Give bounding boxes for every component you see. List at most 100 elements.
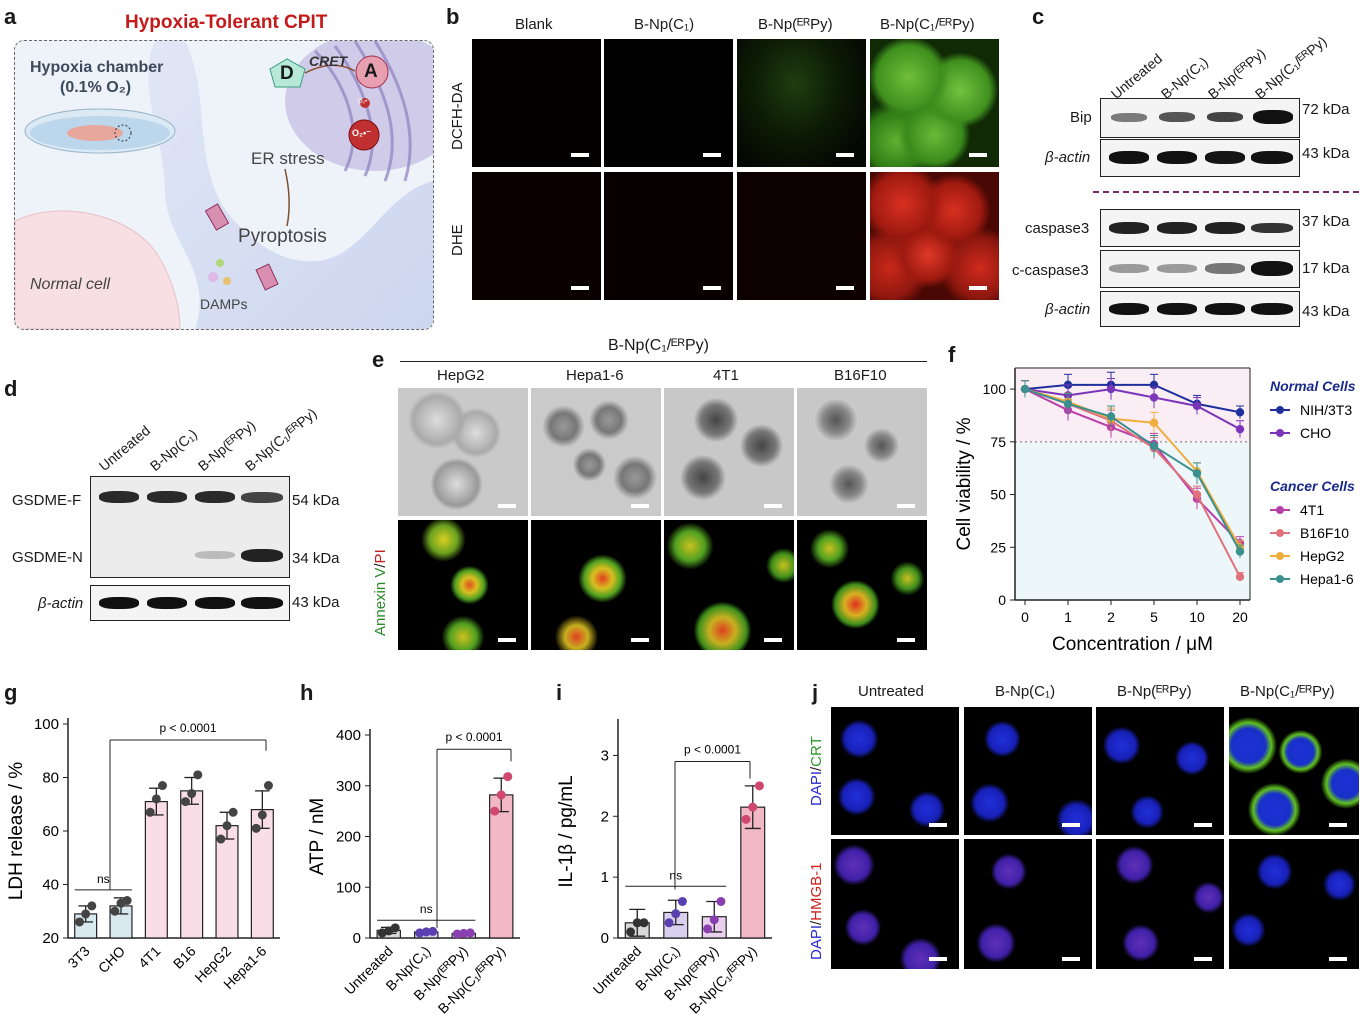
schematic-frame bbox=[14, 40, 434, 330]
e-col-hepg2: HepG2 bbox=[437, 367, 485, 384]
chamber-subtitle: (0.1% O₂) bbox=[60, 79, 132, 96]
chart-i-y-tick-label: 1 bbox=[601, 869, 609, 886]
chart-i-y-tick-label: 3 bbox=[601, 747, 609, 764]
j-col-c1-erpy: B-Np(C₁/ᴱᴿPy) bbox=[1240, 683, 1335, 700]
chart-i-data-point bbox=[754, 781, 764, 791]
j-crt-untreated bbox=[831, 707, 959, 835]
c-lane-c1-erpy: B-Np(C₁/ᴱᴿPy) bbox=[1251, 32, 1330, 103]
f-point bbox=[1235, 408, 1245, 417]
e-fluor-b16f10 bbox=[797, 520, 927, 650]
f-series-line-NIH/3T3 bbox=[1024, 383, 1241, 414]
chart-h-x-tick-label: B-Np(C₁/ᴱᴿPy) bbox=[435, 943, 509, 1017]
chart-i-data-point bbox=[677, 896, 687, 906]
er-stress-label: ER stress bbox=[251, 149, 325, 168]
micrograph-dhe-c1 bbox=[604, 172, 733, 300]
f-legend-label: 4T1 bbox=[1300, 502, 1324, 518]
chart-h-data-point bbox=[390, 923, 400, 933]
f-point bbox=[1149, 393, 1159, 402]
f-series-line-HepG2 bbox=[1024, 388, 1241, 548]
j-crt-erpy bbox=[1096, 707, 1224, 835]
e-col-hepa16: Hepa1-6 bbox=[566, 367, 624, 384]
chart-h-ns-label: ns bbox=[420, 902, 433, 916]
c-blot-c-caspase3 bbox=[1100, 250, 1300, 288]
chart-g-ns-label: ns bbox=[97, 872, 110, 886]
chart-h-bar bbox=[489, 794, 514, 939]
f-x-tick-label: 1 bbox=[1064, 609, 1072, 625]
superoxide-big-label: O₂•⁻ bbox=[352, 128, 371, 138]
chart-g-data-point bbox=[181, 797, 191, 807]
chart-h-y-tick-label: 100 bbox=[336, 879, 361, 896]
panel-letter-c: c bbox=[1032, 4, 1045, 29]
j-hmgb-c1 bbox=[964, 839, 1092, 969]
panel-letter-f: f bbox=[948, 342, 956, 367]
normal-cell-label: Normal cell bbox=[30, 276, 111, 293]
row-label-dhe: DHE bbox=[449, 224, 466, 256]
chart-i-data-point bbox=[639, 918, 649, 928]
f-series-line-Hepa1-6 bbox=[1024, 388, 1241, 552]
f-y-tick-label: 25 bbox=[990, 539, 1006, 555]
chart-g-data-point bbox=[263, 781, 273, 791]
e-row-label: Annexin V/PI bbox=[372, 549, 389, 636]
j-row2-label: DAPI/HMGB-1 bbox=[808, 862, 825, 960]
f-legend-marker bbox=[1276, 506, 1284, 514]
chart-g-data-point bbox=[87, 901, 97, 911]
col-label-c1: B-Np(C₁) bbox=[634, 16, 695, 33]
d-blot-actin bbox=[90, 585, 290, 621]
chart-g-data-point bbox=[151, 794, 161, 804]
chart-g-x-tick-label: CHO bbox=[95, 943, 128, 976]
f-y-label: Cell viability / % bbox=[954, 417, 975, 550]
f-point bbox=[1235, 572, 1245, 581]
chart-h-y-label: ATP / nM bbox=[307, 798, 328, 875]
chart-g-y-tick-label: 100 bbox=[34, 716, 59, 733]
chart-i-y-tick-label: 2 bbox=[601, 808, 609, 825]
f-legend-group-cancer: Cancer Cells bbox=[1270, 478, 1355, 494]
chart-g-data-point bbox=[216, 834, 226, 844]
chart-g-x-tick-label: B16 bbox=[170, 943, 199, 972]
chart-i-data-point bbox=[703, 924, 713, 934]
chart-h-data-point bbox=[421, 927, 431, 937]
f-x-tick-label: 5 bbox=[1150, 609, 1158, 625]
panel-letter-j: j bbox=[812, 680, 819, 705]
col-label-blank: Blank bbox=[515, 16, 553, 33]
f-x-tick-label: 20 bbox=[1232, 609, 1248, 625]
pyroptosis-label: Pyroptosis bbox=[238, 226, 327, 247]
f-legend-group-normal: Normal Cells bbox=[1270, 378, 1356, 394]
chart-h-data-point bbox=[459, 928, 469, 938]
f-point bbox=[1020, 384, 1030, 394]
f-point bbox=[1106, 412, 1116, 421]
chart-i-data-point bbox=[664, 918, 674, 928]
micrograph-dhe-erpy bbox=[737, 172, 866, 300]
damps-label: DAMPs bbox=[200, 296, 248, 312]
f-y-tick-label: 0 bbox=[998, 592, 1006, 608]
chart-i-data-point bbox=[716, 896, 726, 906]
chart-i-data-point bbox=[709, 915, 719, 925]
f-point bbox=[1063, 399, 1073, 409]
c-kda-actin-1: 43 kDa bbox=[1302, 145, 1350, 162]
chart-i-p-label: p < 0.0001 bbox=[684, 743, 741, 757]
chart-g-y-tick-label: 60 bbox=[42, 823, 59, 840]
chart-i-ns-label: ns bbox=[669, 868, 682, 882]
f-y-tick-label: 100 bbox=[983, 381, 1007, 397]
chart-h-data-point bbox=[428, 926, 438, 936]
chart-i-data-point bbox=[748, 802, 758, 812]
f-x-tick-label: 10 bbox=[1189, 609, 1205, 625]
c-blot-actin-2 bbox=[1100, 291, 1300, 327]
c-kda-caspase3: 37 kDa bbox=[1302, 213, 1350, 230]
chart-g-data-point bbox=[81, 909, 91, 919]
c-lane-c1: B-Np(C₁) bbox=[1157, 53, 1211, 102]
chart-g-data-point bbox=[75, 917, 85, 927]
e-fluor-hepa16 bbox=[531, 520, 661, 650]
e-brightfield-hepg2 bbox=[398, 388, 528, 516]
f-region-normal bbox=[1015, 368, 1250, 442]
c-kda-bip: 72 kDa bbox=[1302, 101, 1350, 118]
chart-h-y-tick-label: 400 bbox=[336, 727, 361, 744]
j-hmgb-untreated bbox=[831, 839, 959, 969]
e-brightfield-4t1 bbox=[664, 388, 794, 516]
d-label-gsdme-f: GSDME-F bbox=[12, 492, 82, 509]
chart-g-data-point bbox=[228, 807, 238, 817]
panel-letter-h: h bbox=[300, 680, 314, 705]
d-lane-c1-erpy: B-Np(C₁/ᴱᴿPy) bbox=[241, 404, 320, 474]
micrograph-dcfh-c1 bbox=[604, 39, 733, 167]
